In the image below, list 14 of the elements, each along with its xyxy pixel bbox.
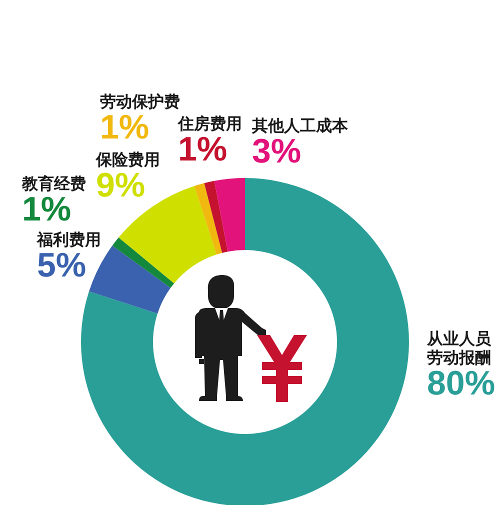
slice-label: 住房费用 (177, 114, 242, 133)
data-label: 3% (252, 132, 302, 170)
slice-label: 劳动保护费 (100, 92, 180, 111)
data-label: 1% (22, 190, 72, 228)
data-label: 1% (100, 108, 150, 146)
slice-label: 其他人工成本 (251, 116, 349, 135)
slice-label: 教育经费 (21, 174, 86, 193)
data-label: 1% (178, 130, 228, 168)
slice-label: 从业人员劳动报酬 (426, 329, 492, 367)
slice-label: 福利费用 (36, 230, 101, 249)
slice-label: 保险费用 (95, 150, 160, 169)
data-label: 80% (427, 364, 496, 402)
data-label: 9% (96, 166, 146, 204)
data-label: 5% (37, 246, 86, 284)
